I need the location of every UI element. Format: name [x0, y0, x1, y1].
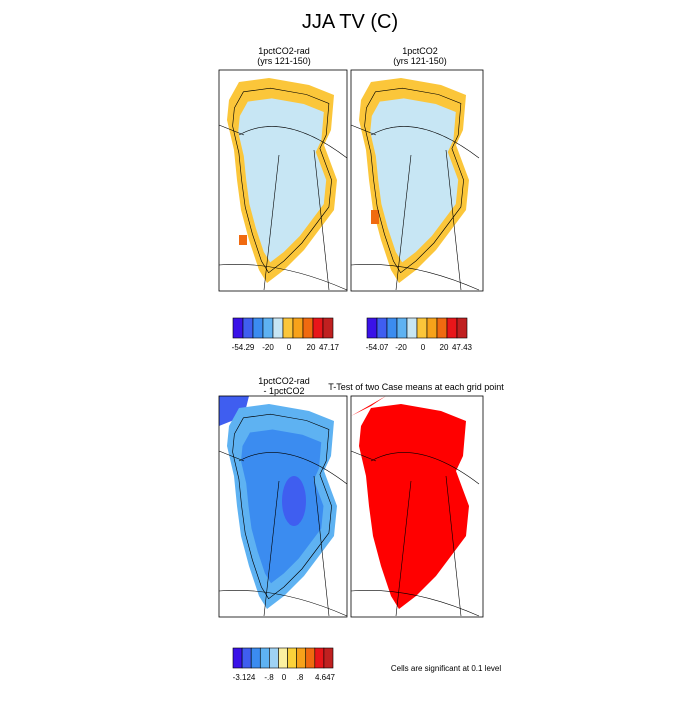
colorbar-swatch: [302, 317, 314, 339]
map-panel: [218, 69, 348, 292]
colorbar: -54.29 -20 0 20 47.17: [232, 317, 340, 352]
colorbar-swatch: [323, 647, 334, 669]
map-panel: [350, 69, 484, 292]
colorbar-swatch: [436, 317, 448, 339]
colorbar-swatch: [456, 317, 468, 339]
colorbar-swatch: [269, 647, 279, 669]
colorbar-swatch: [416, 317, 428, 339]
panel-title: - 1pctCO2: [263, 386, 304, 396]
colorbar-swatch: [386, 317, 398, 339]
colorbar-label: .8: [297, 673, 304, 682]
colorbar-swatch: [376, 317, 388, 339]
colorbar-label: -.8: [264, 673, 274, 682]
panel-title: 1pctCO2: [402, 46, 438, 56]
colorbar-label: -3.124: [233, 673, 256, 682]
colorbar-swatch: [446, 317, 458, 339]
colorbar-label: -20: [262, 343, 274, 352]
title: JJA TV (C): [302, 11, 398, 33]
note: Cells are significant at 0.1 level: [391, 664, 502, 673]
colorbar-swatch: [232, 317, 244, 339]
map-panel: [350, 395, 484, 618]
colorbar-swatch: [282, 317, 294, 339]
map-panel: [218, 395, 348, 618]
colorbar-swatch: [252, 317, 264, 339]
colorbar: -3.124 -.8 0 .8 4.647: [232, 647, 336, 682]
colorbar-swatch: [242, 317, 254, 339]
colorbar-swatch: [305, 647, 316, 669]
colorbar-swatch: [366, 317, 378, 339]
colorbar-swatch: [250, 647, 261, 669]
colorbar-swatch: [396, 317, 408, 339]
colorbar-swatch: [406, 317, 418, 339]
panel-title: 1pctCO2-rad: [258, 46, 310, 56]
colorbar-label: 20: [440, 343, 449, 352]
colorbar-swatch: [287, 647, 297, 669]
colorbar-label: 47.17: [319, 343, 340, 352]
colorbar-swatch: [292, 317, 304, 339]
colorbar-label: 0: [282, 673, 287, 682]
colorbar-swatch: [232, 647, 243, 669]
colorbar-swatch: [426, 317, 438, 339]
colorbar-swatch: [296, 647, 307, 669]
panel-title: T-Test of two Case means at each grid po…: [328, 382, 504, 392]
colorbar-swatch: [312, 317, 324, 339]
colorbar-label: 0: [421, 343, 426, 352]
colorbar-label: -54.07: [366, 343, 389, 352]
panel-title: 1pctCO2-rad: [258, 376, 310, 386]
colorbar-label: 4.647: [315, 673, 336, 682]
colorbar-label: 47.43: [452, 343, 473, 352]
colorbar-swatch: [314, 647, 325, 669]
panel-title: (yrs 121-150): [257, 56, 311, 66]
colorbar-swatch: [322, 317, 334, 339]
colorbar-swatch: [241, 647, 252, 669]
colorbar-swatch: [262, 317, 274, 339]
colorbar-label: 0: [287, 343, 292, 352]
colorbar-label: 20: [307, 343, 316, 352]
colorbar: -54.07 -20 0 20 47.43: [366, 317, 473, 352]
colorbar-label: -20: [395, 343, 407, 352]
colorbar-swatch: [278, 647, 288, 669]
colorbar-label: -54.29: [232, 343, 255, 352]
colorbar-swatch: [259, 647, 270, 669]
colorbar-swatch: [272, 317, 284, 339]
panel-title: (yrs 121-150): [393, 56, 447, 66]
